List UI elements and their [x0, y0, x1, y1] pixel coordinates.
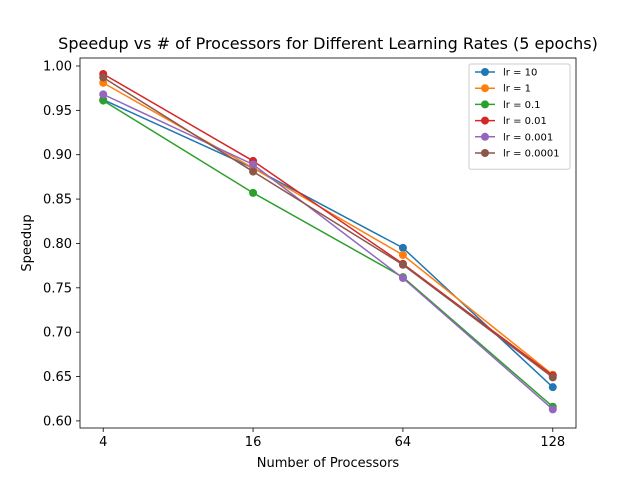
- legend-swatch-marker: [481, 100, 489, 109]
- y-tick-label: 0.75: [43, 281, 72, 296]
- chart-title: Speedup vs # of Processors for Different…: [58, 34, 598, 53]
- legend-label: lr = 0.0001: [503, 149, 560, 160]
- x-tick-label: 16: [245, 435, 262, 450]
- plot-frame: [79, 57, 577, 429]
- data-point: [548, 373, 557, 382]
- data-point: [249, 188, 258, 197]
- data-point: [99, 90, 108, 99]
- x-tick-label: 128: [540, 435, 565, 450]
- legend-swatch-marker: [481, 68, 489, 76]
- data-point: [398, 250, 407, 259]
- legend-label: lr = 0.001: [503, 132, 553, 143]
- data-point: [249, 167, 258, 176]
- x-tick-label: 64: [395, 435, 412, 450]
- plot-series-group: [99, 69, 557, 414]
- y-tick-label: 0.65: [43, 370, 72, 385]
- legend-label: lr = 0.1: [503, 100, 541, 111]
- data-point: [99, 73, 108, 82]
- x-tick-label: 4: [99, 435, 107, 450]
- data-point: [249, 160, 258, 169]
- data-point: [548, 405, 557, 414]
- legend-swatch-marker: [481, 149, 489, 157]
- legend-swatch-marker: [481, 116, 489, 125]
- y-tick-label: 0.95: [43, 104, 72, 119]
- legend-label: lr = 1: [503, 84, 531, 95]
- legend-swatch-marker: [481, 84, 489, 93]
- y-tick-label: 0.70: [43, 326, 72, 341]
- y-tick-label: 0.60: [43, 414, 72, 429]
- y-axis-label: Speedup: [20, 214, 35, 271]
- y-axis-ticks: 0.60 0.65 0.70 0.75 0.80 0.85 0.90 0.95 1.00: [43, 59, 80, 429]
- series-line-2: [102, 99, 554, 408]
- data-point: [398, 260, 407, 269]
- data-point: [398, 243, 407, 252]
- y-tick-label: 1.00: [43, 59, 72, 74]
- y-tick-label: 0.85: [43, 193, 72, 208]
- x-axis-ticks: 4 16 64 128: [99, 428, 565, 450]
- legend-swatch-marker: [481, 132, 489, 141]
- series-line-4: [102, 93, 554, 410]
- y-tick-label: 0.90: [43, 148, 72, 163]
- legend-label: lr = 10: [503, 68, 537, 79]
- x-axis-label: Number of Processors: [257, 456, 400, 471]
- legend-frame: [468, 63, 571, 170]
- data-point: [99, 96, 108, 105]
- data-point: [398, 274, 407, 283]
- series-line-3: [102, 73, 554, 377]
- series-line-5: [102, 76, 554, 379]
- legend-label: lr = 0.01: [503, 116, 547, 127]
- series-line-0: [102, 99, 554, 388]
- legend: lr = 10 lr = 1 lr = 0.1 lr = 0.01 lr = 0.001…: [468, 63, 571, 170]
- data-point: [548, 383, 557, 392]
- y-tick-label: 0.80: [43, 237, 72, 252]
